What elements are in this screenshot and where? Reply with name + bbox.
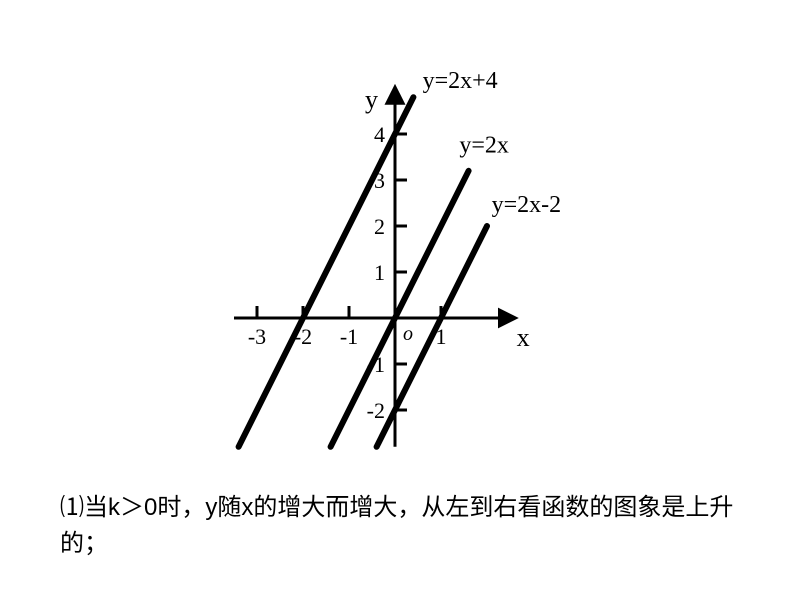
origin-label: o [403,323,413,345]
function-line [239,97,414,447]
y-axis-label: y [365,85,378,114]
y-tick-label: 1 [374,260,385,285]
caption-text: ⑴当k＞0时，y随x的增大而增大，从左到右看函数的图象是上升的； [60,490,740,562]
function-label: y=2x [459,132,509,158]
function-line [377,226,487,447]
linear-functions-chart: -3-2-111234-1-2oxyy=2x+4y=2xy=2x-2 [0,0,794,480]
y-tick-label: -2 [367,398,385,423]
y-tick-label: 2 [374,214,385,239]
function-label: y=2x+4 [423,68,498,94]
x-tick-label: -1 [340,324,358,349]
chart-container: -3-2-111234-1-2oxyy=2x+4y=2xy=2x-2 [0,0,794,480]
x-tick-label: -3 [248,324,266,349]
function-label: y=2x-2 [492,192,562,218]
y-tick-label: 4 [374,122,385,147]
x-axis-label: x [517,323,530,352]
